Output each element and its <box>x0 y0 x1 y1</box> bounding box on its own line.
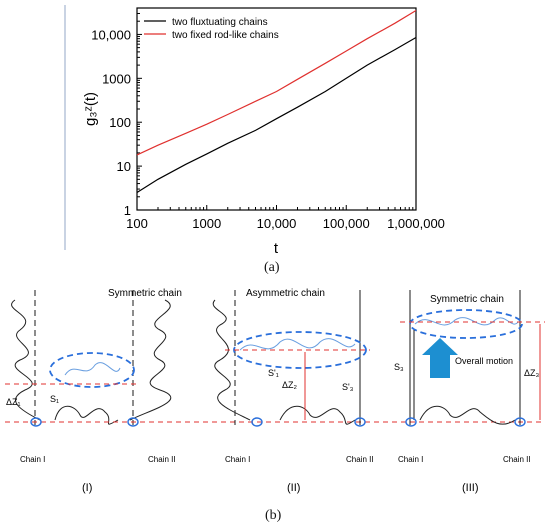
series-line-1 <box>136 36 417 194</box>
blue-dashed-loop-3 <box>409 309 523 339</box>
x-tick-label: 100,000 <box>323 216 370 231</box>
anchor-right-2 <box>354 417 366 427</box>
s3-label: S₃ <box>394 362 404 372</box>
bottom-coil-2 <box>279 405 356 425</box>
schematic-b: Symmetric chain ΔZ₁ S₁ Chain I Chain II … <box>5 288 545 494</box>
title-asymmetric-chain: Asymmetric chain <box>246 288 325 299</box>
series-line-2 <box>136 9 417 156</box>
legend: two fluxtuating chains two fixed rod-like… <box>144 17 279 41</box>
legend-entry-1: two fluxtuating chains <box>172 17 268 28</box>
chain-II-label-2: Chain II <box>346 455 374 464</box>
y-tick-label: 100 <box>109 115 131 130</box>
bottom-coil-1 <box>54 405 119 425</box>
sub-label-I: (I) <box>82 482 92 494</box>
ticks-layer: 100 1000 10,000 100,000 1,000,000 1 10 100 1000 1… <box>91 7 445 231</box>
x-tick-label: 1,000,000 <box>387 216 445 231</box>
bottom-coil-3 <box>419 405 516 425</box>
y-tick-label: 10 <box>117 159 131 174</box>
dz1-label: ΔZ₁ <box>6 397 21 407</box>
legend-entry-2: two fixed rod-like chains <box>172 30 279 41</box>
panel-label-a: (a) <box>264 260 280 275</box>
chain-I-label-2: Chain I <box>225 455 250 464</box>
panel-label-b: (b) <box>265 508 282 523</box>
blue-coil-1 <box>64 362 121 376</box>
blue-dashed-loop-1 <box>49 352 135 388</box>
sub-label-II: (II) <box>287 482 300 494</box>
anchor-right-3 <box>514 417 526 427</box>
anchor-left-1 <box>30 417 42 427</box>
anchor-right-1 <box>127 417 139 427</box>
chain-II-label-3: Chain II <box>503 455 531 464</box>
s1p-label: S'₁ <box>268 368 279 378</box>
dz2-label: ΔZ₂ <box>282 380 298 390</box>
chart-a: 100 1000 10,000 100,000 1,000,000 1 10 100 1000 1… <box>82 7 445 257</box>
left-chain-coil-1 <box>11 299 41 421</box>
blue-coil-2 <box>239 338 356 351</box>
overall-motion-arrow <box>422 338 458 378</box>
sub-label-III: (III) <box>462 482 479 494</box>
chain-I-label-3: Chain I <box>398 455 423 464</box>
x-tick-label: 1000 <box>192 216 221 231</box>
dz3-label: ΔZ₃ <box>524 368 540 378</box>
chain-II-label-1: Chain II <box>148 455 176 464</box>
blue-coil-3 <box>414 317 519 326</box>
figure-a-frame-line <box>64 5 66 250</box>
chain-I-label-1: Chain I <box>20 455 45 464</box>
y-tick-label: 1 <box>124 203 131 218</box>
y-axis-label: g₃ᶻ(t) <box>82 92 99 126</box>
title-symmetric-chain-3: Symmetric chain <box>430 294 504 305</box>
overall-motion-label: Overall motion <box>455 356 513 366</box>
right-chain-coil-1 <box>129 299 172 421</box>
x-tick-label: 10,000 <box>257 216 297 231</box>
x-axis-label: t <box>274 240 279 257</box>
s1-label: S₁ <box>50 394 59 404</box>
y-tick-label: 10,000 <box>91 27 131 42</box>
s3p-label: S'₃ <box>342 382 354 392</box>
left-chain-coil-2 <box>212 299 251 421</box>
anchor-left-3 <box>405 417 417 427</box>
y-tick-label: 1000 <box>102 71 131 86</box>
anchor-left-2 <box>251 417 263 427</box>
series-layer <box>136 9 417 194</box>
title-symmetric-chain-1: Symmetric chain <box>108 288 182 299</box>
x-tick-label: 100 <box>126 216 148 231</box>
